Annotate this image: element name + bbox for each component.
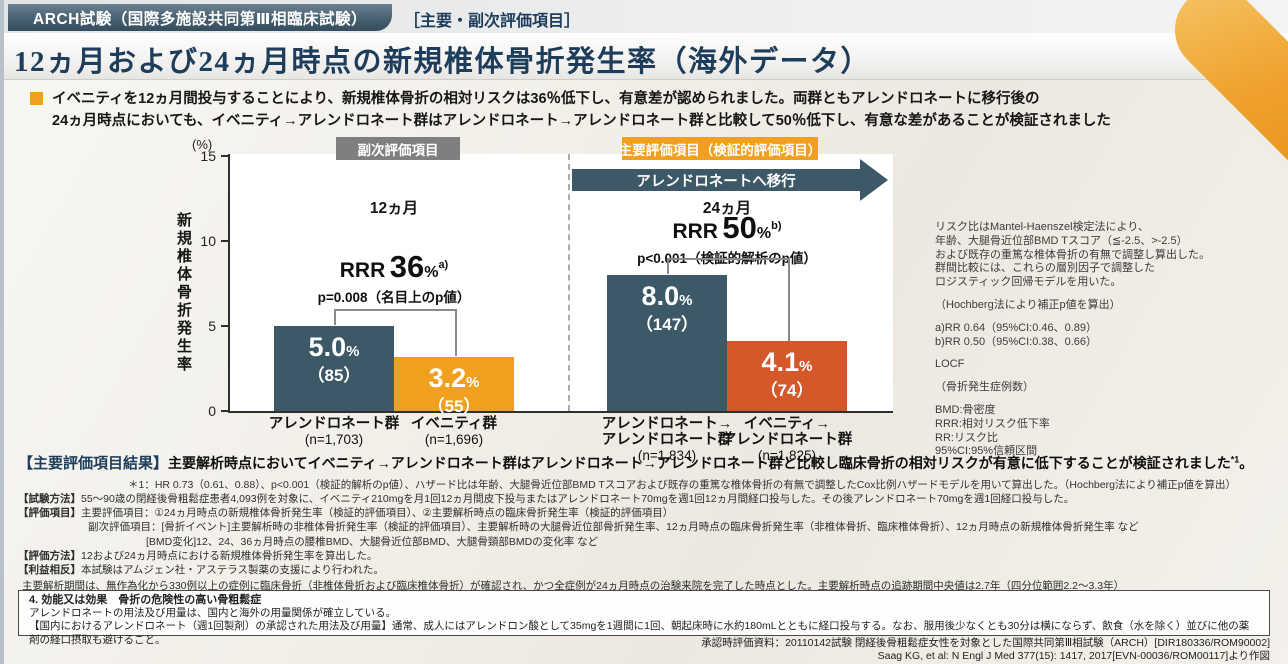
trial-tag: ARCH試験（国際多施設共同第Ⅲ相臨床試験） [8,4,392,31]
bracket-12m-left [334,309,336,325]
y-tick-label-15: 15 [200,148,216,164]
rrr-annotation-12m: RRR 36%a) p=0.008（名目上のp値） [274,249,514,306]
n-label: (n=1,696) [424,432,484,447]
secondary-endpoint-badge: 副次評価項目 [336,137,460,160]
indication-line1: アレンドロネートの用法及び用量は、国内と海外の用量関係が確立している。 [29,607,397,620]
x-label-evenity-12m: イベニティ群 (n=1,696) [379,416,529,448]
y-tick-15 [221,155,229,157]
x-label-alendronate-12m: アレンドロネート群 (n=1,703) [259,416,409,448]
footer-source-1: 承認時評価資料：20110142試験 閉経後骨粗鬆症女性を対象とした国際共同第Ⅲ… [701,637,1270,649]
bar-count: （147） [635,315,699,334]
period-label-12m: 12ヵ月 [369,200,419,217]
transition-arrow-icon [860,159,888,201]
transition-banner: アレンドロネートへ移行 [572,169,860,191]
secondary-endpoint-row: 副次評価項目：[骨折イベント]主要解析時の非椎体骨折発生率（検証的評価項目）、主… [88,521,1139,534]
result-label: 【主要評価項目結果】 [18,455,169,472]
bar-alendronate-12m: 5.0% （85） [274,326,394,411]
bar-value: 3.2% [428,363,480,393]
bar-alendronate-24m: 8.0% （147） [607,275,727,411]
title-band [4,33,1288,80]
primary-result-summary: 【主要評価項目結果】主要解析時点においてイベニティ→アレンドロネート群はアレンド… [18,452,1253,473]
y-tick-label-5: 5 [208,318,216,334]
bar-value: 4.1% [761,347,813,377]
bracket-12m-right [455,309,457,356]
source-citations: 承認時評価資料：20110142試験 閉経後骨粗鬆症女性を対象とした国際共同第Ⅲ… [701,637,1270,662]
indication-box: 4. 効能又は効果 骨折の危険性の高い骨粗鬆症 アレンドロネートの用法及び用量は… [18,590,1270,646]
group-divider-dashed-line [568,154,570,411]
trial-tag-label: ARCH試験（国際多施設共同第Ⅲ相臨床試験） [33,10,367,28]
conflict-of-interest-row: 【利益相反】本試験はアムジェン社・アステラス製薬の支援により行われた。 [18,564,384,577]
bar-value: 8.0% [641,281,693,311]
rr-values: a)RR 0.64（95%CI:0.46、0.89） b)RR 0.50（95%… [935,321,1098,348]
bar-count: （85） [307,366,361,385]
y-tick-label-10: 10 [200,233,216,249]
page-title: 12ヵ月および24ヵ月時点の新規椎体骨折発生率（海外データ） [14,46,872,78]
fracture-count-note: （骨折発生症例数） [935,381,1034,394]
n-label: (n=1,825) [757,448,817,463]
risk-ratio-method-note: リスク比はMantel-Haenszel検定法により、 年齢、大腿骨近位部BMD… [935,221,1210,289]
locf-note: LOCF [935,358,965,371]
y-tick-10 [221,240,229,242]
period-label-24m: 24ヵ月 [702,200,752,217]
bar-chart: (%) 新規椎体骨折発生率 0 5 10 15 アレンドロネートへ移行 12ヵ月… [175,137,893,463]
bracket-12m [334,309,457,311]
hazard-ratio-footnote: ＊1：HR 0.73（0.61、0.88）、p<0.001（検証的解析のp値）、… [128,479,1237,491]
primary-endpoint-badge: 主要評価項目（検証的評価項目） [619,137,821,160]
evaluation-method-row: 【評価方法】12および24ヵ月時点における新規椎体骨折発生率を算出した。 [18,549,378,562]
key-message-line1: イベニティを12ヵ月間投与することにより、新規椎体骨折の相対リスクは36％低下し… [52,91,1040,107]
hochberg-note: （Hochberg法により補正p値を算出） [935,298,1121,311]
bracket-24m-left [667,258,669,274]
bmd-change-row: [BMD変化]12、24、36ヵ月時点の腰椎BMD、大腿骨近位部BMD、大腿骨頸… [146,535,599,548]
y-tick-label-0: 0 [208,403,216,419]
x-label-alendronate-24m: アレンドロネート→ アレンドロネート群 (n=1,834) [592,416,742,464]
n-label: (n=1,834) [637,448,697,463]
key-message: イベニティを12ヵ月間投与することにより、新規椎体骨折の相対リスクは36％低下し… [30,88,1111,132]
bullet-square-icon [30,92,43,105]
abbreviations: BMD:骨密度 RRR:相対リスク低下率 RR:リスク比 95%CI:95%信頼… [935,403,1050,458]
result-text: 主要解析時点においてイベニティ→アレンドロネート群はアレンドロネート→アレンドロ… [168,454,1254,471]
bracket-24m-right [788,258,790,341]
primary-analysis-period-note: 主要解析期間は、無作為化から330例以上の症例に臨床骨折（非椎体骨折および臨床椎… [22,580,1125,592]
y-tick-0 [221,410,229,412]
study-information: 【試験方法】55～90歳の閉経後骨粗鬆症患者4,093例を対象に、イベニティ21… [18,492,1139,577]
indication-line2: 【国内におけるアレンドロネート（週1回製剤）の承認された用法及び用量】通常、成人… [29,620,1250,646]
statistical-notes: リスク比はMantel-Haenszel検定法により、 年齢、大腿骨近位部BMD… [935,221,1275,468]
corner-ribbon-decoration [1157,0,1288,214]
x-label-evenity-24m: イベニティ→ アレンドロネート群 (n=1,825) [712,416,862,464]
key-message-line2: 24ヵ月時点においても、イベニティ→アレンドロネート群はアレンドロネート→アレン… [52,113,1111,129]
bar-value: 5.0% [308,332,360,362]
y-axis-unit: (%) [192,137,213,152]
left-edge-strip [0,0,4,664]
bar-evenity-24m: 4.1% （74） [727,341,847,411]
bracket-24m [667,258,790,260]
bar-count: （74） [760,381,814,400]
endpoint-row: 【評価項目】主要評価項目：①24ヵ月時点の新規椎体骨折発生率（検証的評価項目）、… [18,507,674,520]
bar-evenity-12m: 3.2% （55） [394,357,514,416]
y-tick-5 [221,325,229,327]
bar-count: （55） [427,397,481,416]
rrr-value-12m: RRR 36%a) [339,249,449,284]
footer-source-2: Saag KG, et al: N Engl J Med 377(15): 14… [877,649,1270,662]
rrr-value-24m: RRR 50%b) [672,210,782,245]
indication-title: 4. 効能又は効果 骨折の危険性の高い骨粗鬆症 [29,594,262,606]
study-method-row: 【試験方法】55～90歳の閉経後骨粗鬆症患者4,093例を対象に、イベニティ21… [18,493,1075,505]
key-message-text: イベニティを12ヵ月間投与することにより、新規椎体骨折の相対リスクは36％低下し… [52,88,1111,132]
endpoint-tag: ［主要・副次評価項目］ [404,13,581,30]
n-label: (n=1,703) [304,432,364,447]
p-value-12m: p=0.008（名目上のp値） [317,290,471,305]
y-axis-title: 新規椎体骨折発生率 [175,212,192,374]
